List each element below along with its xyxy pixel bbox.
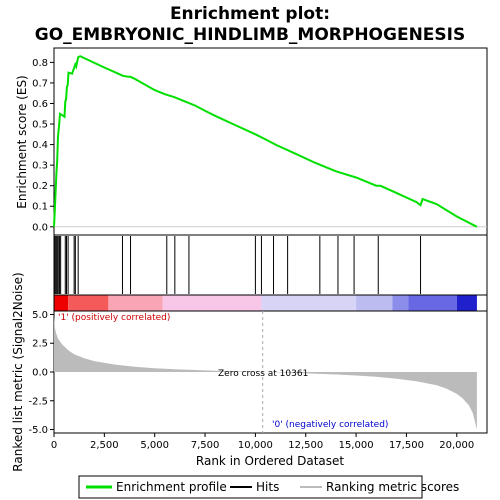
x-tick-label: 5,000	[140, 440, 169, 451]
x-axis: 0 2,500 5,000 7,500 10,000 12,500 15,000 17,500…	[51, 433, 474, 451]
color-bar-segment	[408, 295, 457, 311]
x-tick-label: 20,000	[439, 440, 474, 451]
hits-panel	[53, 234, 488, 296]
es-y-tick-label: 0.8	[32, 58, 48, 69]
legend: Enrichment profile Hits Ranking metric s…	[78, 475, 459, 499]
metric-y-tick-label: -2.5	[28, 396, 48, 407]
x-axis-label: Rank in Ordered Dataset	[196, 454, 344, 468]
chart-title-line1: Enrichment plot:	[170, 4, 330, 24]
x-tick-label: 7,500	[191, 440, 220, 451]
metric-y-axis-label: Ranked list metric (Signal2Noise)	[11, 272, 25, 471]
metric-y-tick-label: -5.0	[28, 425, 48, 436]
color-bar-segment	[392, 295, 409, 311]
metric-y-tick-label: 0.0	[32, 368, 48, 379]
es-profile-line	[53, 55, 478, 228]
x-tick-label: 0	[51, 440, 57, 451]
metric-y-axis: 5.0 2.5 0.0 -2.5 -5.0	[28, 310, 54, 436]
legend-metric-label: Ranking metric scores	[326, 480, 459, 494]
es-y-tick-label: 0.5	[32, 120, 48, 131]
color-bar-segment	[68, 295, 109, 311]
metric-y-tick-label: 2.5	[32, 339, 48, 350]
legend-hits-label: Hits	[256, 480, 279, 494]
chart-title-line2: GO_EMBRYONIC_HINDLIMB_MORPHOGENESIS	[35, 25, 465, 45]
legend-enrichment-label: Enrichment profile	[116, 480, 227, 494]
metric-panel: 5.0 2.5 0.0 -2.5 -5.0 '1' (positively correl…	[11, 272, 488, 472]
es-y-axis-label: Enrichment score (ES)	[15, 75, 29, 208]
color-bar-segment	[456, 295, 477, 311]
es-panel: 0.0 0.1 0.2 0.3 0.4 0.5 0.6 0.7 0.8 Enrichment s…	[15, 47, 488, 236]
color-bar-segment	[356, 295, 393, 311]
color-bar-segment	[162, 295, 262, 311]
color-bar-segment	[261, 295, 357, 311]
rank-color-bar	[53, 294, 488, 312]
metric-y-tick-label: 5.0	[32, 310, 48, 321]
x-tick-label: 15,000	[339, 440, 374, 451]
color-bar-segment	[54, 295, 69, 311]
hit-markers	[53, 236, 422, 294]
color-bar-segment	[108, 295, 163, 311]
x-tick-label: 17,500	[389, 440, 424, 451]
x-tick-label: 12,500	[288, 440, 323, 451]
es-y-axis: 0.0 0.1 0.2 0.3 0.4 0.5 0.6 0.7 0.8	[32, 58, 54, 233]
negative-correlation-label: '0' (negatively correlated)	[272, 420, 388, 430]
hits-frame	[53, 234, 488, 296]
es-y-tick-label: 0.6	[32, 99, 48, 110]
es-y-tick-label: 0.2	[32, 181, 48, 192]
es-y-tick-label: 0.4	[32, 140, 48, 151]
x-tick-label: 10,000	[238, 440, 273, 451]
metric-area	[54, 316, 477, 430]
x-tick-label: 2,500	[90, 440, 119, 451]
es-y-tick-label: 0.7	[32, 78, 48, 89]
positive-correlation-label: '1' (positively correlated)	[58, 313, 170, 323]
es-y-tick-label: 0.3	[32, 161, 48, 172]
zero-cross-label: Zero cross at 10361	[218, 369, 308, 379]
es-y-tick-label: 0.1	[32, 202, 48, 213]
es-y-tick-label: 0.0	[32, 222, 48, 233]
